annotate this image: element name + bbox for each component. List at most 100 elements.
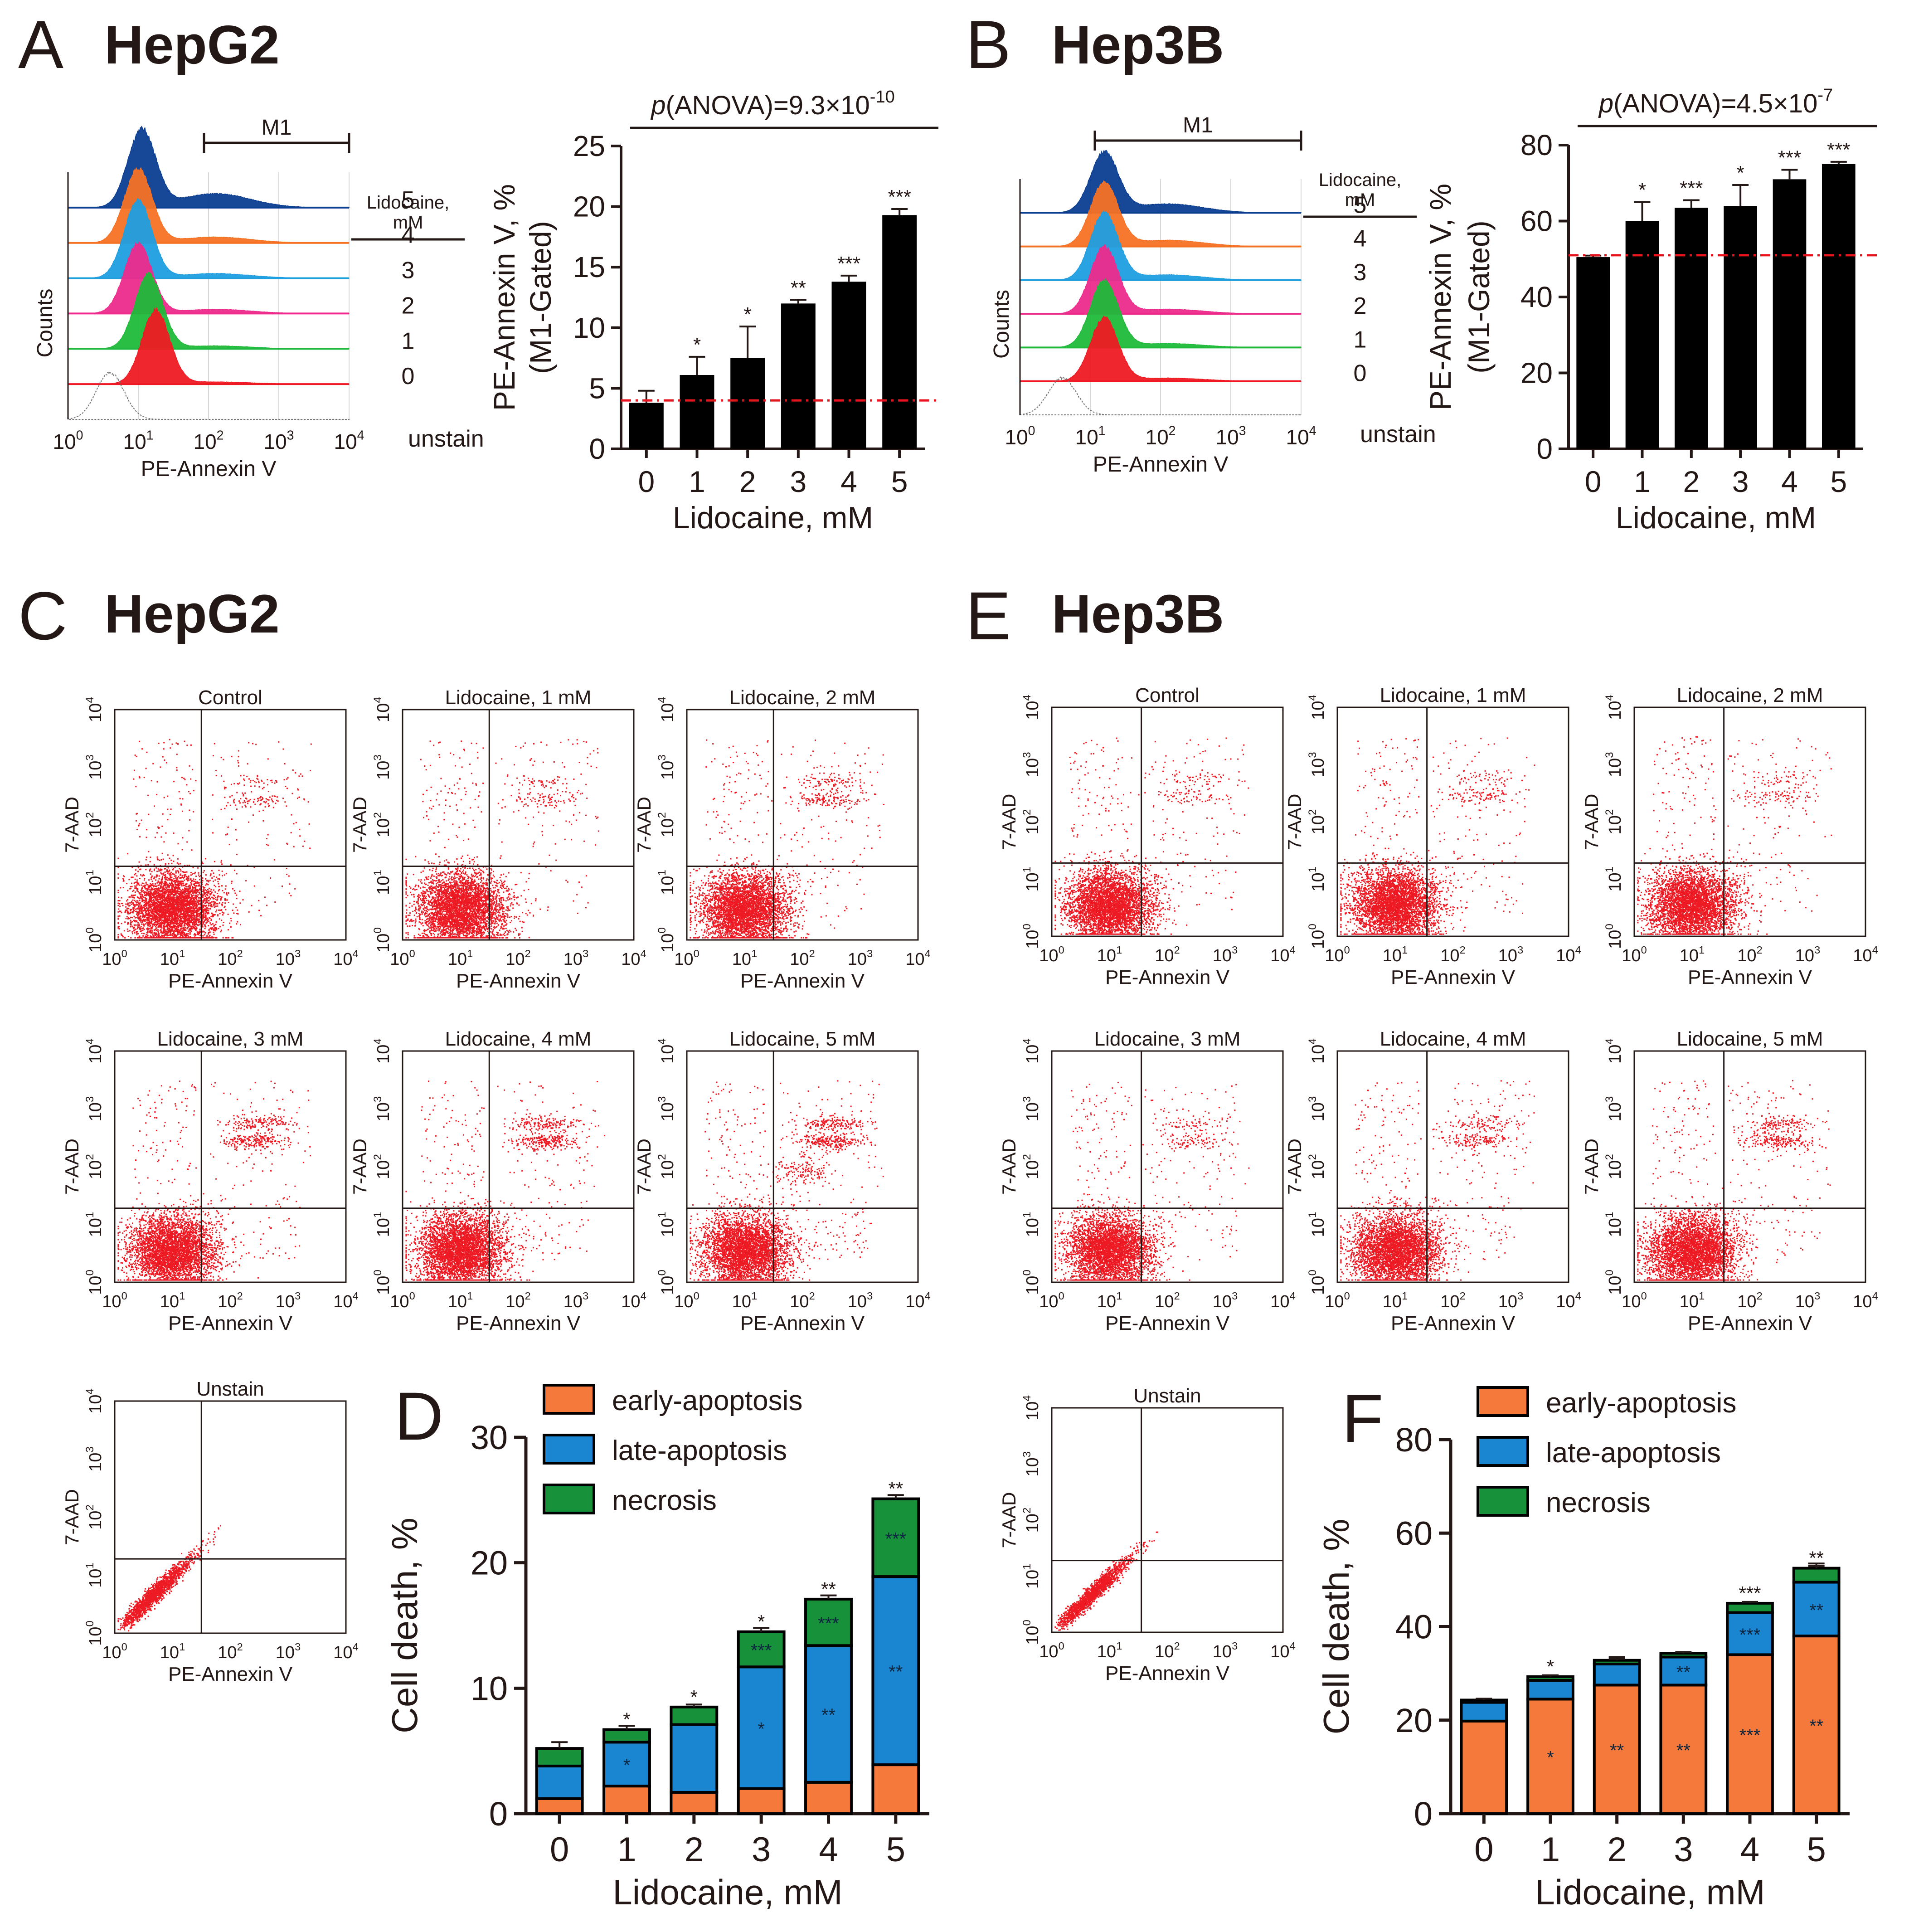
flow-x-tick-exp: 3 xyxy=(1517,1290,1523,1302)
trace-unstain xyxy=(68,370,350,420)
flow-x-tick-exp: 1 xyxy=(1402,944,1408,956)
flow-x-tick: 101 xyxy=(1097,1290,1122,1311)
legend-label: necrosis xyxy=(612,1485,717,1516)
x-tick-label-exp: 0 xyxy=(76,428,83,443)
flow-x-tick: 103 xyxy=(1795,944,1820,965)
flow-y-tick-exp: 0 xyxy=(1021,1270,1033,1275)
flow-x-tick-base: 10 xyxy=(1213,1642,1232,1661)
x-tick-label: 0 xyxy=(638,465,655,498)
flow-x-tick-exp: 0 xyxy=(694,1290,699,1302)
flow-y-label: 7-AAD xyxy=(1284,1139,1305,1195)
x-tick-label: 5 xyxy=(1807,1830,1826,1869)
stack-segment xyxy=(1526,1675,1574,1682)
flow-dots xyxy=(405,1080,605,1281)
flow-x-tick: 101 xyxy=(448,1290,473,1311)
flow-x-tick-exp: 1 xyxy=(751,948,757,959)
flow-x-tick: 100 xyxy=(1325,1290,1350,1311)
flow-y-tick: 100 xyxy=(372,927,393,953)
flow-x-tick-base: 10 xyxy=(1039,1292,1058,1311)
flow-plot: Lidocaine, 2 mM1001001011011021021031031… xyxy=(1581,684,1878,988)
flow-x-tick-base: 10 xyxy=(790,950,809,969)
flow-y-tick-base: 10 xyxy=(658,1102,677,1121)
flow-y-tick-exp: 3 xyxy=(1603,752,1616,758)
x-tick-label: 5 xyxy=(886,1830,905,1869)
flow-y-tick-exp: 0 xyxy=(372,1270,384,1275)
flow-y-tick-base: 10 xyxy=(1023,1570,1042,1589)
x-tick-label: 1 xyxy=(689,465,705,498)
flow-x-tick: 100 xyxy=(102,1290,127,1311)
flow-x-tick-base: 10 xyxy=(276,950,295,969)
segment-significance: *** xyxy=(885,1529,906,1549)
flow-x-tick-base: 10 xyxy=(1325,946,1344,965)
x-tick-label: 4 xyxy=(1740,1830,1759,1869)
stack-segment xyxy=(871,1575,920,1767)
flow-x-tick: 103 xyxy=(563,1290,588,1311)
flow-y-tick: 102 xyxy=(84,812,105,837)
flow-y-label: 7-AAD xyxy=(1581,1139,1602,1195)
bar xyxy=(1773,179,1807,449)
flow-x-tick-exp: 3 xyxy=(1232,944,1238,956)
flow-y-label: 7-AAD xyxy=(1284,794,1305,850)
segment-significance: * xyxy=(758,1719,765,1739)
flow-y-label: 7-AAD xyxy=(349,797,370,853)
x-tick-label: 102 xyxy=(1145,423,1176,449)
flow-y-tick-base: 10 xyxy=(658,818,677,837)
flow-x-tick-base: 10 xyxy=(1155,1292,1174,1311)
flow-y-tick-base: 10 xyxy=(1023,701,1042,720)
flow-x-tick-exp: 4 xyxy=(1872,1290,1878,1302)
flow-y-tick-base: 10 xyxy=(86,1102,105,1121)
trace-label: 4 xyxy=(402,222,415,248)
bar-chart-a: p(ANOVA)=9.3×10-10 0 5 10 15 20 25 0 * 1 * 2 ** 3 *** 4… xyxy=(487,88,938,535)
flow-x-tick-base: 10 xyxy=(448,950,467,969)
flow-dots xyxy=(1340,737,1535,935)
x-axis-label: Lidocaine, mM xyxy=(612,1872,842,1912)
flow-x-tick-base: 10 xyxy=(1853,946,1872,965)
x-tick-label: 104 xyxy=(1286,423,1316,449)
trace-label: 3 xyxy=(402,258,415,284)
flow-y-tick: 101 xyxy=(84,1562,105,1588)
flow-x-tick: 103 xyxy=(276,948,301,969)
segment-significance: *** xyxy=(1739,1625,1761,1645)
flow-x-tick-base: 10 xyxy=(905,950,924,969)
flow-y-tick: 100 xyxy=(1021,924,1042,949)
x-tick-label: 0 xyxy=(550,1830,569,1869)
significance-mark: *** xyxy=(1739,1582,1761,1604)
legend-swatch xyxy=(543,1484,595,1514)
flow-x-tick: 100 xyxy=(1039,1290,1064,1311)
flow-y-tick: 101 xyxy=(656,1212,677,1237)
flow-y-tick-exp: 4 xyxy=(656,1038,668,1044)
flow-plot: Lidocaine, 3 mM1001001011011021021031031… xyxy=(998,1028,1296,1334)
flow-dots xyxy=(117,739,312,939)
flow-y-tick-exp: 4 xyxy=(1603,1038,1616,1044)
flow-x-tick: 102 xyxy=(218,948,243,969)
x-tick-label-exp: 0 xyxy=(1028,423,1035,438)
flow-plot-title: Lidocaine, 5 mM xyxy=(1677,1028,1823,1050)
flow-x-tick-exp: 2 xyxy=(1757,944,1763,956)
significance-mark: * xyxy=(1547,1656,1554,1677)
x-tick-label: 3 xyxy=(790,465,806,498)
flow-x-tick: 102 xyxy=(218,1290,243,1311)
y-tick-label: 30 xyxy=(471,1419,508,1456)
flow-frame xyxy=(402,1050,635,1283)
flow-plot-title: Lidocaine, 2 mM xyxy=(729,686,876,709)
flow-plot-title: Unstain xyxy=(196,1378,264,1400)
flow-x-tick-exp: 1 xyxy=(1116,944,1122,956)
flow-x-tick-exp: 4 xyxy=(353,1641,359,1653)
flow-frame xyxy=(114,1400,347,1634)
flow-y-tick-exp: 4 xyxy=(1603,695,1616,701)
flow-dots xyxy=(405,739,599,939)
trace-label: 1 xyxy=(402,328,415,354)
bar xyxy=(1576,257,1610,449)
flow-x-label: PE-Annexin V xyxy=(168,1312,293,1334)
segment-significance: *** xyxy=(751,1641,772,1661)
flow-y-tick-exp: 1 xyxy=(656,1212,668,1218)
flow-x-tick-exp: 3 xyxy=(1814,944,1820,956)
segment-significance: ** xyxy=(1676,1662,1690,1682)
flow-y-tick-base: 10 xyxy=(658,934,677,953)
y-tick-label: 0 xyxy=(1536,433,1553,465)
stack-segment xyxy=(602,1728,651,1744)
flow-y-tick-base: 10 xyxy=(1309,758,1328,777)
flow-y-tick-exp: 2 xyxy=(1021,809,1033,815)
flow-y-tick-base: 10 xyxy=(1309,815,1328,834)
flow-y-tick-base: 10 xyxy=(1309,930,1328,949)
